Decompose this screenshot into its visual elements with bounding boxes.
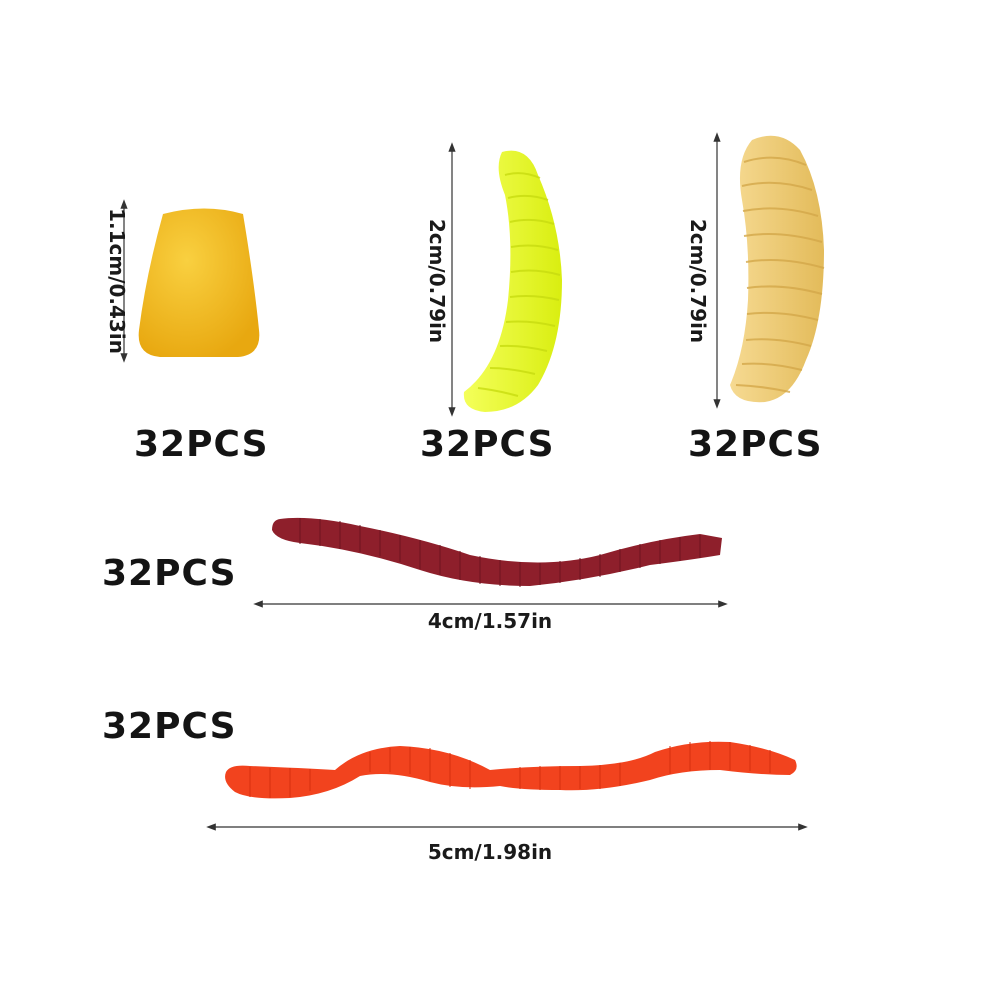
orange-worm-dimension-label: 5cm/1.98in — [427, 840, 553, 864]
yellow-maggot-bait — [463, 150, 562, 413]
corn-dimension-label: 1.1cm/0.43in — [105, 208, 129, 354]
yellow-maggot-segments — [477, 172, 561, 397]
red-worm-bait — [272, 517, 722, 586]
corn-bait — [138, 208, 260, 357]
yellow-maggot-quantity-label: 32PCS — [420, 424, 555, 465]
cream-maggot-quantity-label: 32PCS — [688, 424, 823, 465]
red-worm-dimension-label: 4cm/1.57in — [427, 609, 553, 633]
orange-worm-quantity-label: 32PCS — [102, 706, 237, 747]
red-worm-quantity-label: 32PCS — [102, 553, 237, 594]
orange-worm-rings — [249, 741, 771, 798]
cream-maggot-bait — [730, 135, 824, 403]
red-worm-rings — [299, 518, 701, 587]
cream-maggot-segments — [735, 156, 825, 393]
yellow-maggot-dimension-label: 2cm/0.79in — [425, 218, 449, 344]
orange-worm-bait — [225, 741, 797, 799]
corn-quantity-label: 32PCS — [134, 424, 269, 465]
cream-maggot-dimension-label: 2cm/0.79in — [686, 218, 710, 344]
